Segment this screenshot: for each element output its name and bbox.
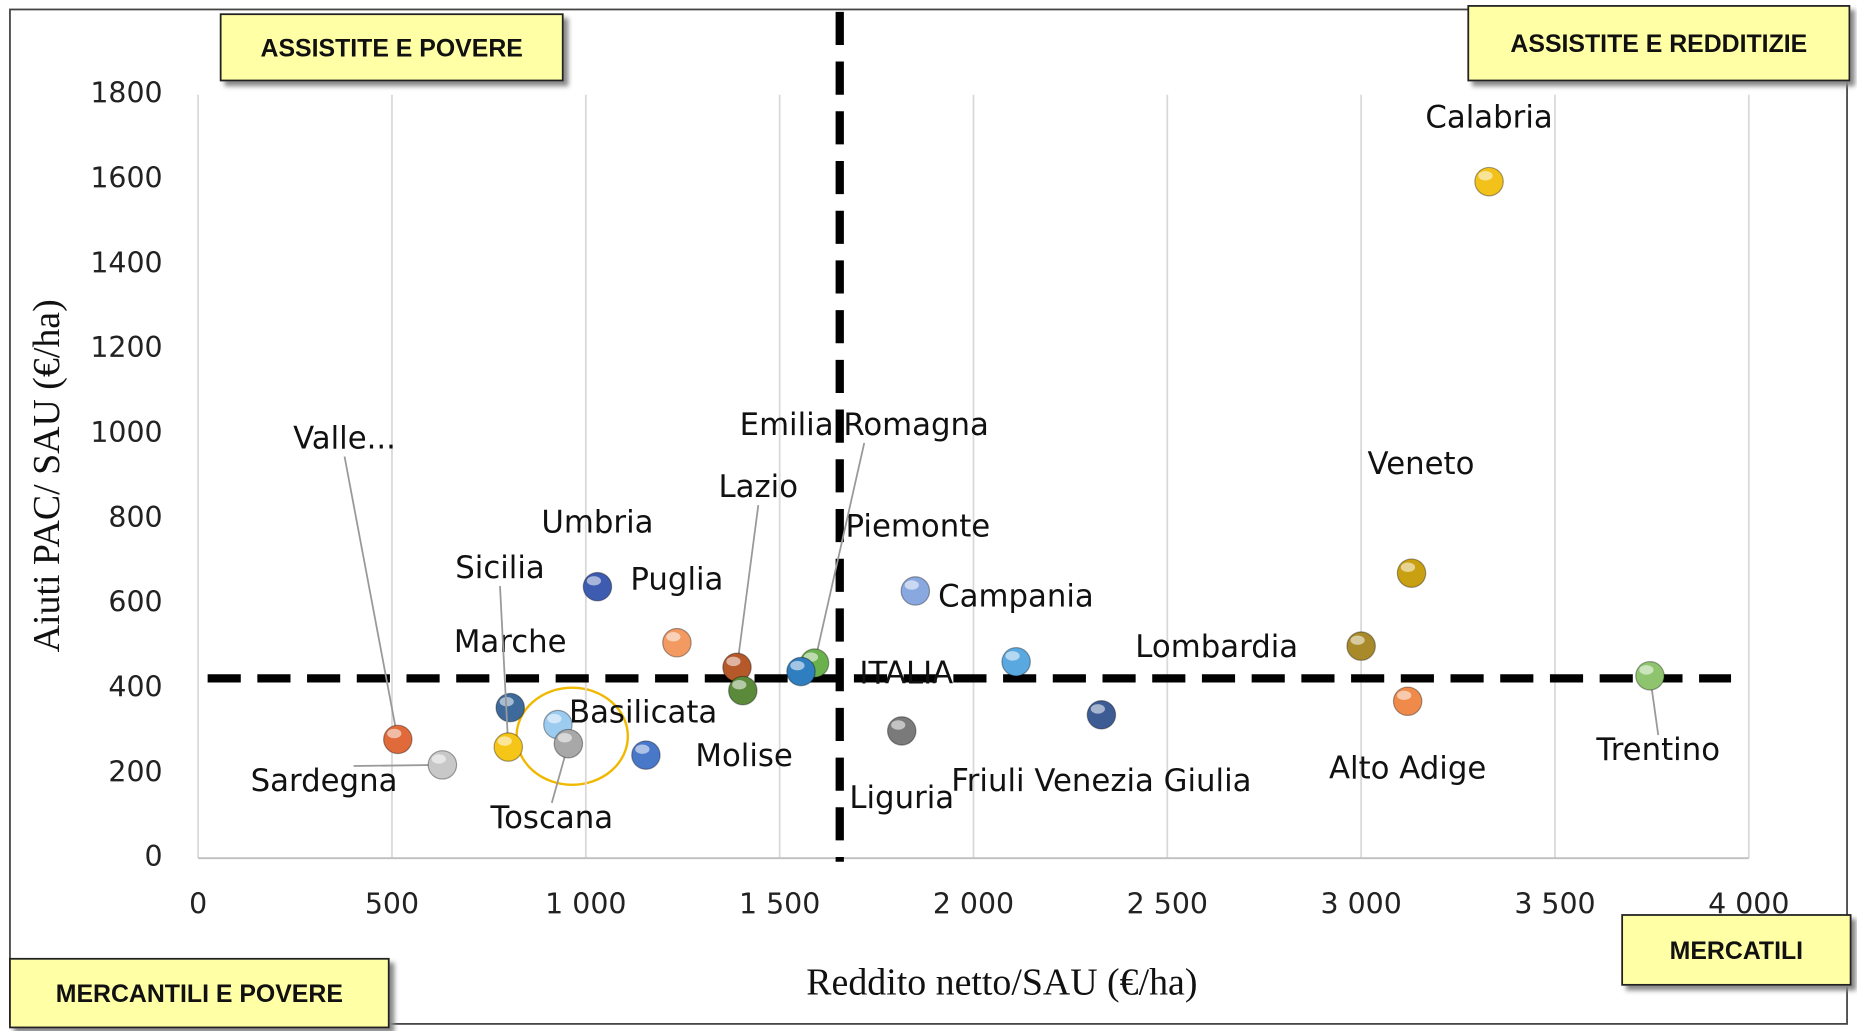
- point: [1392, 686, 1423, 717]
- point-label: Lazio: [719, 469, 799, 505]
- point-highlight: [1005, 651, 1020, 661]
- point-label: Trentino: [1595, 732, 1720, 768]
- leader-line: [813, 442, 866, 664]
- point-highlight: [497, 736, 512, 746]
- point: [1086, 700, 1117, 730]
- y-tick-label: 200: [108, 755, 162, 788]
- x-tick-label: 2 500: [1127, 888, 1208, 921]
- leader-line: [353, 763, 443, 767]
- point: [553, 728, 584, 759]
- y-tick-label: 1600: [90, 162, 162, 195]
- point-label: Umbria: [541, 504, 653, 540]
- point-label: Piemonte: [846, 509, 991, 545]
- point-highlight: [1350, 635, 1365, 645]
- point: [728, 675, 758, 706]
- y-tick-label: 1800: [90, 77, 162, 110]
- point-highlight: [1478, 170, 1493, 181]
- x-tick-label: 1 000: [545, 888, 626, 921]
- point-highlight: [586, 576, 602, 586]
- x-axis-title: Reddito netto/SAU (€/ha): [806, 962, 1197, 1004]
- y-tick-label: 1200: [90, 331, 162, 364]
- point: [1635, 660, 1665, 691]
- point-label: Puglia: [630, 562, 723, 598]
- point: [900, 576, 931, 606]
- point-highlight: [547, 713, 562, 724]
- x-tick-label: 500: [365, 888, 419, 921]
- y-tick-label: 0: [145, 840, 163, 873]
- point: [1396, 558, 1427, 588]
- point-label: Alto Adige: [1329, 750, 1486, 786]
- point-label: ITALIA: [859, 656, 953, 692]
- point-label: Basilicata: [569, 694, 717, 730]
- point-highlight: [557, 733, 572, 743]
- chart-border: [9, 8, 1848, 1025]
- quadrant-box: [1467, 5, 1851, 82]
- y-tick-label: 600: [108, 586, 162, 619]
- quadrant-box: [219, 13, 564, 82]
- y-tick-label: 400: [108, 671, 162, 704]
- point-highlight: [790, 660, 805, 671]
- point-highlight: [726, 656, 741, 667]
- point-label: Marche: [454, 624, 567, 660]
- point-highlight: [891, 720, 906, 730]
- y-tick-label: 800: [108, 501, 162, 534]
- point-highlight: [1397, 690, 1412, 701]
- point-highlight: [635, 744, 650, 754]
- x-tick-label: 3 500: [1514, 888, 1595, 921]
- point-highlight: [1400, 562, 1416, 572]
- point-highlight: [1090, 704, 1105, 714]
- point-label: Sicilia: [455, 550, 544, 586]
- quadrant-label: ASSISTITE E POVERE: [261, 35, 523, 62]
- point-label: Sardegna: [251, 763, 398, 799]
- point: [427, 750, 458, 780]
- point: [582, 571, 613, 602]
- point: [662, 627, 692, 658]
- point: [1474, 166, 1504, 197]
- leader-line: [736, 505, 760, 668]
- y-tick-label: 1000: [90, 416, 162, 449]
- point: [722, 652, 752, 683]
- leader-line: [343, 456, 399, 740]
- point-label: Calabria: [1425, 99, 1552, 135]
- point-label: Molise: [695, 738, 792, 774]
- quadrant-box: [9, 957, 390, 1029]
- point: [493, 732, 524, 762]
- point-label: Veneto: [1368, 446, 1475, 482]
- point-highlight: [732, 679, 747, 690]
- quadrant-label: ASSISTITE E REDDITIZIE: [1510, 31, 1807, 58]
- point-highlight: [666, 632, 681, 642]
- point-highlight: [431, 754, 446, 764]
- x-tick-label: 3 000: [1321, 888, 1402, 921]
- point-label: Emilia Romagna: [740, 407, 989, 443]
- x-tick-label: 1 500: [739, 888, 820, 921]
- leader-line: [499, 586, 510, 748]
- point-label: Friuli Venezia Giulia: [951, 763, 1251, 799]
- point: [631, 740, 661, 770]
- y-axis-title: Aiuti PAC/ SAU (€/ha): [26, 299, 68, 652]
- point: [1346, 631, 1376, 661]
- point-label: Campania: [938, 579, 1094, 615]
- quadrant-label: MERCANTILI E POVERE: [56, 981, 343, 1008]
- point-highlight: [1639, 665, 1654, 675]
- point-highlight: [387, 728, 402, 739]
- point-label: Valle...: [293, 420, 396, 456]
- quadrant-box: [1621, 914, 1852, 986]
- point-highlight: [904, 580, 919, 590]
- x-tick-label: 0: [189, 888, 207, 921]
- point-label: Liguria: [849, 780, 954, 816]
- point: [1001, 646, 1031, 677]
- point: [383, 724, 413, 755]
- point-label: Toscana: [490, 800, 614, 836]
- point: [886, 716, 917, 746]
- point-label: Lombardia: [1135, 629, 1298, 665]
- point: [786, 656, 816, 687]
- point: [495, 692, 526, 723]
- x-tick-label: 2 000: [933, 888, 1014, 921]
- y-tick-label: 1400: [90, 246, 162, 279]
- quadrant-label: MERCATILI: [1670, 938, 1803, 965]
